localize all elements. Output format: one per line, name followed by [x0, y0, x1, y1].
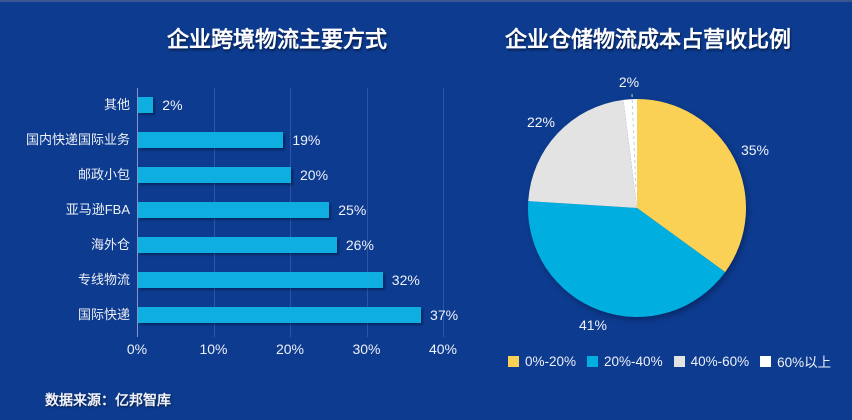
- top-strip: [0, 0, 852, 2]
- legend-swatch-icon: [587, 355, 599, 367]
- bar-chart-panel: 企业跨境物流主要方式 0% 10% 20% 30% 40% 其他 2% 国内快递国际业务 19%…: [25, 27, 459, 357]
- legend-item: 0%-20%: [508, 354, 576, 369]
- x-tick-label: 40%: [428, 341, 458, 357]
- bar-category-label: 亚马逊FBA: [65, 202, 130, 217]
- bar-chart-plot: 0% 10% 20% 30% 40% 其他 2% 国内快递国际业务 19% 邮政小包 20% 亚马逊F…: [25, 88, 459, 357]
- bar-category-label: 专线物流: [77, 271, 130, 287]
- bar: [138, 236, 337, 253]
- legend-swatch-icon: [673, 355, 685, 367]
- source-note: 数据来源：亿邦智库: [45, 392, 171, 408]
- bar-category-label: 国际快递: [77, 306, 130, 322]
- bar-category-label: 海外仓: [90, 236, 130, 252]
- bar-value-label: 20%: [300, 167, 329, 184]
- x-tick-label: 10%: [199, 341, 228, 357]
- bar: [138, 132, 284, 149]
- pie-value-label: 2%: [618, 74, 640, 90]
- y-axis-line: [137, 88, 138, 337]
- bar: [138, 202, 330, 218]
- bar-value-label: 32%: [391, 271, 420, 288]
- pie-chart-title: 企业仓储物流成本占营收比例: [504, 27, 792, 52]
- pie-legend: 0%-20% 20%-40% 40%-60% 60%以上: [508, 351, 831, 371]
- legend-label: 60%以上: [777, 355, 832, 370]
- x-tick-label: 30%: [352, 341, 381, 357]
- bar-category-label: 国内快递国际业务: [25, 132, 130, 148]
- pie-chart: [528, 93, 746, 317]
- bar-value-label: 25%: [338, 202, 367, 218]
- bar: [138, 306, 422, 323]
- pie-value-label: 41%: [578, 317, 608, 333]
- legend-swatch-icon: [760, 355, 772, 367]
- pie-slice: [528, 99, 637, 208]
- bar: [138, 97, 154, 114]
- bar: [138, 167, 291, 184]
- legend-label: 20%-40%: [604, 353, 663, 369]
- bar-value-label: 2%: [162, 97, 183, 114]
- legend-item: 20%-40%: [587, 354, 663, 369]
- x-tick-label: 0%: [126, 341, 148, 357]
- bar-value-label: 37%: [430, 306, 459, 323]
- bar: [138, 271, 383, 288]
- gridline: [443, 88, 444, 337]
- pie-slice: [528, 201, 726, 317]
- pie-value-label: 22%: [526, 114, 556, 130]
- legend-swatch-icon: [508, 355, 519, 367]
- gridline: [366, 88, 368, 337]
- bar-category-label: 邮政小包: [77, 167, 130, 183]
- bar-category-label: 其他: [103, 97, 130, 113]
- pie-value-label: 35%: [740, 142, 770, 158]
- legend-label: 0%-20%: [525, 353, 577, 369]
- pie-leader-line: [631, 93, 637, 191]
- bar-value-label: 19%: [292, 132, 321, 149]
- pie-chart-panel: 企业仓储物流成本占营收比例 35% 41% 22% 2% 0%-20% 20%-40% 4…: [470, 0, 852, 420]
- bar-chart-title: 企业跨境物流主要方式: [166, 27, 388, 52]
- legend-label: 40%-60%: [690, 353, 750, 369]
- bar-value-label: 26%: [345, 236, 374, 253]
- pie-slice: [637, 99, 746, 273]
- x-tick-label: 20%: [275, 341, 305, 357]
- legend-item: 60%以上: [760, 351, 831, 371]
- legend-item: 40%-60%: [673, 353, 750, 369]
